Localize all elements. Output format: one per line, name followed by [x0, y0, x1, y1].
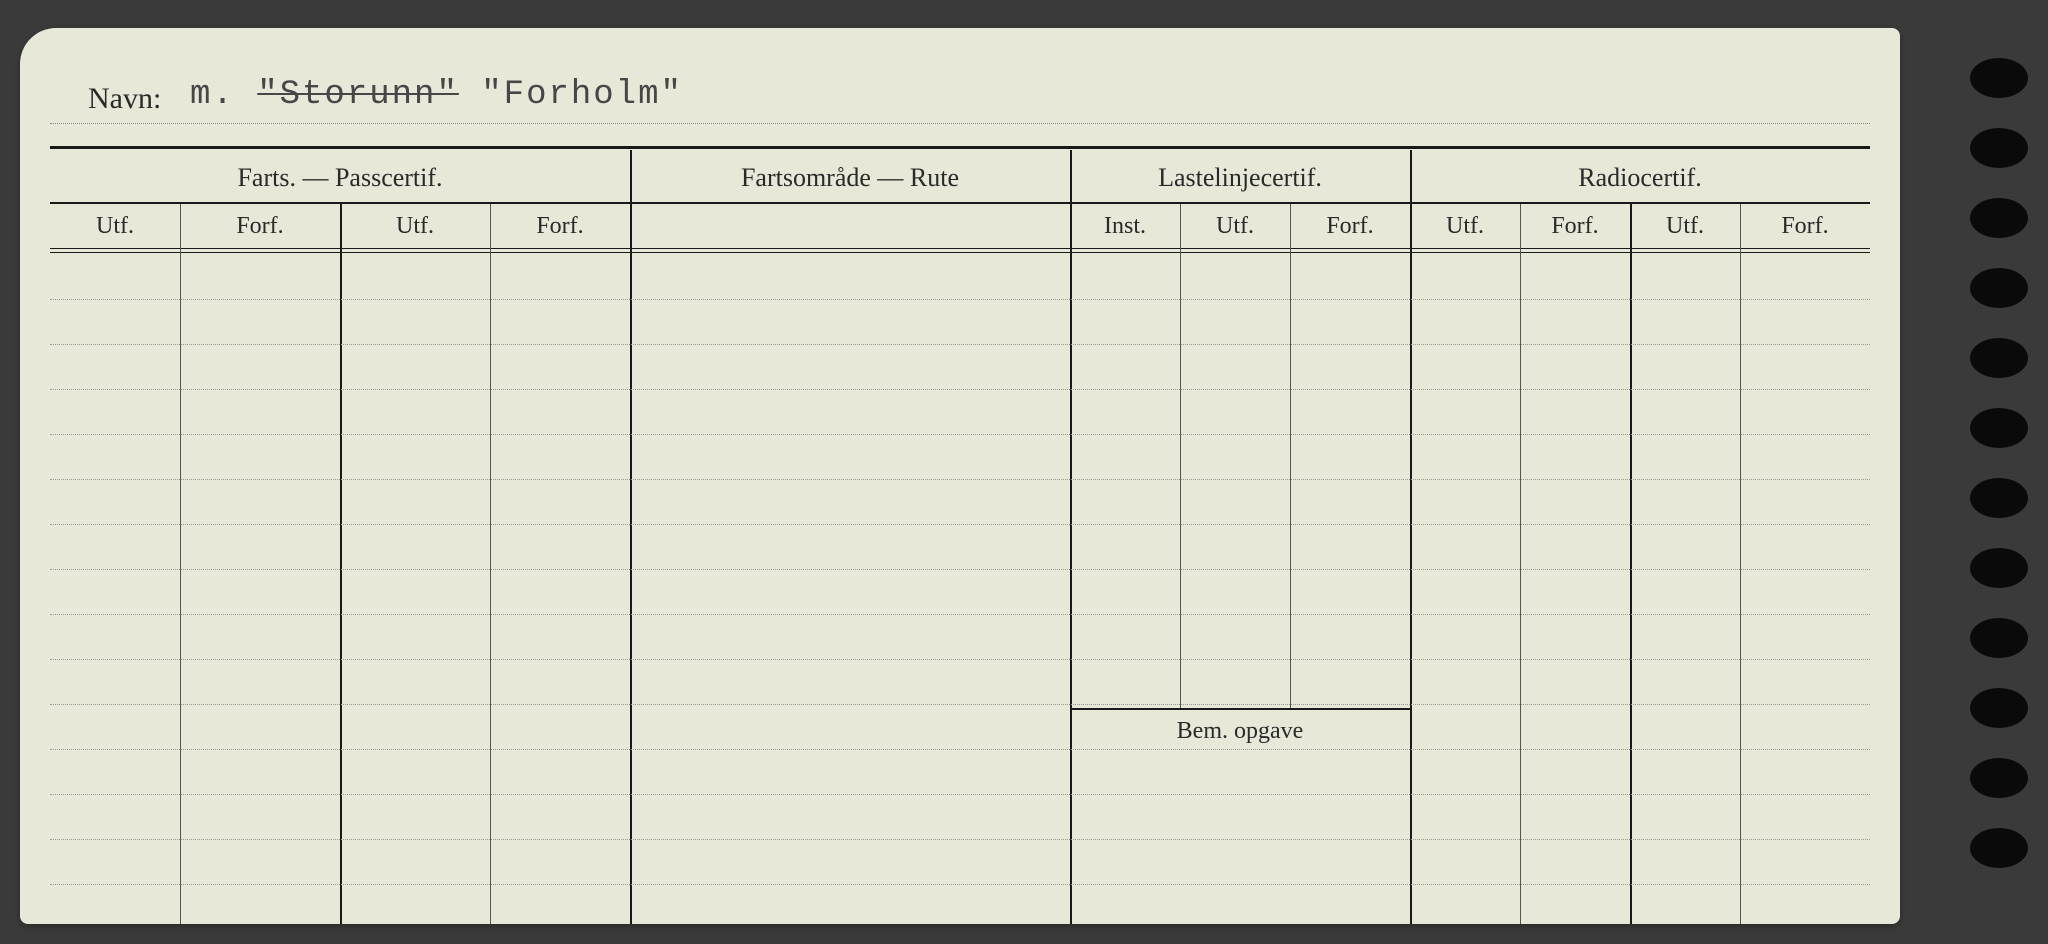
dotted-row — [50, 749, 1870, 750]
dotted-row — [50, 659, 1870, 660]
group-lastelinjecertif: Lastelinjecertif. — [1070, 156, 1410, 200]
subheader-utf: Utf. — [1410, 206, 1520, 246]
index-card: Navn: m. "Storunn" "Forholm" Farts. — Pa… — [20, 28, 1900, 924]
rule-heavy — [50, 146, 1870, 149]
binder-hole — [1970, 618, 2028, 658]
rule-double — [50, 252, 1870, 253]
col-divider — [1180, 204, 1181, 708]
binder-hole — [1970, 58, 2028, 98]
binder-hole — [1970, 478, 2028, 518]
dotted-row — [50, 794, 1870, 795]
rule-double — [50, 248, 1870, 249]
binder-hole — [1970, 828, 2028, 868]
subheader-utf: Utf. — [50, 206, 180, 246]
subheader-forf: Forf. — [1740, 206, 1870, 246]
bem-opgave-label: Bem. opgave — [1070, 718, 1410, 745]
rule-mid — [50, 202, 1870, 204]
navn-struck: "Storunn" — [257, 76, 459, 114]
binder-hole — [1970, 198, 2028, 238]
navn-main: "Forholm" — [481, 76, 683, 114]
col-divider — [1410, 150, 1412, 924]
dotted-row — [50, 389, 1870, 390]
col-divider — [1520, 204, 1521, 924]
subheader-utf: Utf. — [340, 206, 490, 246]
navn-value: m. "Storunn" "Forholm" — [190, 76, 683, 114]
col-divider — [1630, 204, 1632, 924]
binder-hole — [1970, 548, 2028, 588]
binder-hole — [1970, 268, 2028, 308]
group-radiocertif: Radiocertif. — [1410, 156, 1870, 200]
subheader-utf: Utf. — [1630, 206, 1740, 246]
subheader-forf: Forf. — [490, 206, 630, 246]
col-divider — [1070, 150, 1072, 924]
dotted-row — [50, 299, 1870, 300]
navn-prefix: m. — [190, 76, 235, 114]
subheader-inst: Inst. — [1070, 206, 1180, 246]
col-divider — [1290, 204, 1291, 708]
col-divider — [630, 150, 632, 924]
subheader-forf: Forf. — [180, 206, 340, 246]
dotted-row — [50, 884, 1870, 885]
col-divider — [490, 204, 491, 924]
col-divider — [1740, 204, 1741, 924]
dotted-row — [50, 434, 1870, 435]
dotted-row — [50, 344, 1870, 345]
group-fartsomrade-rute: Fartsområde — Rute — [630, 156, 1070, 200]
binder-hole — [1970, 128, 2028, 168]
group-farts-passcertif: Farts. — Passcertif. — [50, 156, 630, 200]
dotted-row — [50, 614, 1870, 615]
navn-label: Navn: — [88, 82, 161, 116]
dotted-row — [50, 524, 1870, 525]
col-divider — [180, 204, 181, 924]
dotted-row — [50, 839, 1870, 840]
binder-hole — [1970, 338, 2028, 378]
subheader-forf: Forf. — [1520, 206, 1630, 246]
binder-hole — [1970, 408, 2028, 448]
dotted-row — [50, 704, 1870, 705]
navn-row: Navn: m. "Storunn" "Forholm" — [50, 76, 1870, 124]
bem-rule — [1070, 708, 1410, 710]
col-divider — [340, 204, 342, 924]
subheader-forf: Forf. — [1290, 206, 1410, 246]
dotted-row — [50, 569, 1870, 570]
subheader-utf: Utf. — [1180, 206, 1290, 246]
dotted-row — [50, 479, 1870, 480]
binder-hole — [1970, 688, 2028, 728]
binder-hole — [1970, 758, 2028, 798]
